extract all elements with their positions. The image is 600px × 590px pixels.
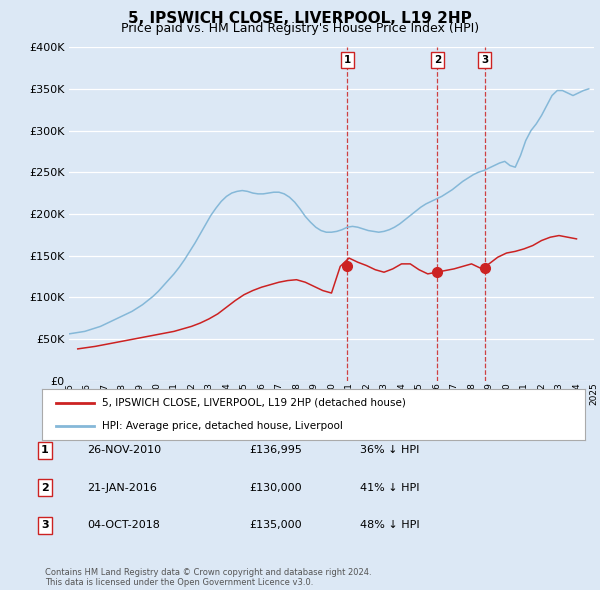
Text: HPI: Average price, detached house, Liverpool: HPI: Average price, detached house, Live… [102, 421, 343, 431]
Text: 36% ↓ HPI: 36% ↓ HPI [360, 445, 419, 455]
Text: 1: 1 [344, 55, 351, 65]
Text: £130,000: £130,000 [249, 483, 302, 493]
Text: Price paid vs. HM Land Registry's House Price Index (HPI): Price paid vs. HM Land Registry's House … [121, 22, 479, 35]
Text: 21-JAN-2016: 21-JAN-2016 [87, 483, 157, 493]
Text: 3: 3 [41, 520, 49, 530]
Text: 41% ↓ HPI: 41% ↓ HPI [360, 483, 419, 493]
Text: £136,995: £136,995 [249, 445, 302, 455]
Text: 2: 2 [434, 55, 441, 65]
Text: 04-OCT-2018: 04-OCT-2018 [87, 520, 160, 530]
Text: 5, IPSWICH CLOSE, LIVERPOOL, L19 2HP: 5, IPSWICH CLOSE, LIVERPOOL, L19 2HP [128, 11, 472, 25]
Text: £135,000: £135,000 [249, 520, 302, 530]
Text: 2: 2 [41, 483, 49, 493]
Text: 5, IPSWICH CLOSE, LIVERPOOL, L19 2HP (detached house): 5, IPSWICH CLOSE, LIVERPOOL, L19 2HP (de… [102, 398, 406, 408]
Text: Contains HM Land Registry data © Crown copyright and database right 2024.
This d: Contains HM Land Registry data © Crown c… [45, 568, 371, 587]
Text: 48% ↓ HPI: 48% ↓ HPI [360, 520, 419, 530]
Text: 3: 3 [481, 55, 488, 65]
Text: 26-NOV-2010: 26-NOV-2010 [87, 445, 161, 455]
Text: 1: 1 [41, 445, 49, 455]
